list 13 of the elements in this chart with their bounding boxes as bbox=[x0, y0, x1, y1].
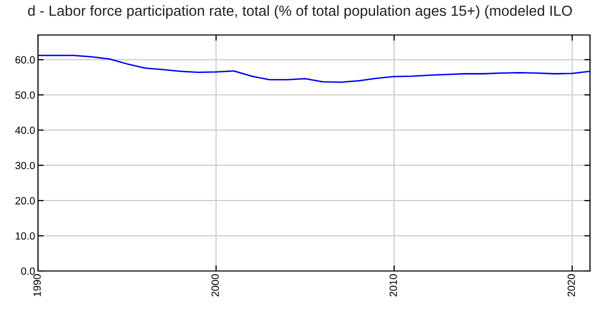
x-tick-label: 2010 bbox=[390, 274, 397, 296]
x-tick-label: 2020 bbox=[568, 274, 575, 296]
line-series bbox=[38, 54, 590, 83]
y-tick-label: 60.0 bbox=[15, 56, 35, 64]
y-tick-label: 30.0 bbox=[15, 162, 35, 170]
chart-title: d - Labor force participation rate, total (% of total population ages 15+) (modeled ILO bbox=[28, 5, 572, 19]
y-tick-label: 50.0 bbox=[15, 91, 35, 99]
y-tick-label: 10.0 bbox=[16, 232, 35, 240]
x-tick-label: 1990 bbox=[33, 274, 41, 296]
x-tick-label: 2000 bbox=[211, 274, 219, 296]
y-tick-label: 40.0 bbox=[15, 126, 35, 134]
y-tick-label: 0.0 bbox=[21, 268, 35, 275]
y-tick-label: 20.0 bbox=[15, 197, 35, 204]
